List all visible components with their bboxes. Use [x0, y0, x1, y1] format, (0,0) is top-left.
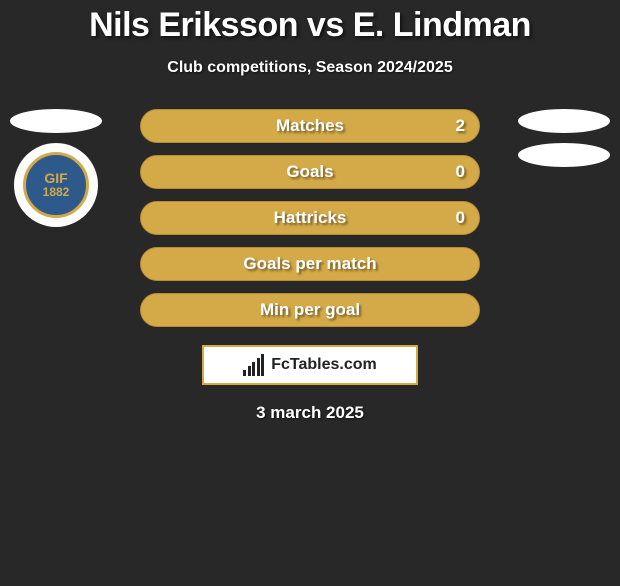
- club-placeholder-ellipse: [518, 143, 610, 167]
- stat-bar-goals-per-match: Goals per match: [140, 247, 480, 281]
- stat-value: 2: [456, 116, 465, 136]
- stat-bar-matches: Matches 2: [140, 109, 480, 143]
- stat-value: 0: [456, 208, 465, 228]
- brand-box[interactable]: FcTables.com: [202, 345, 418, 385]
- date-label: 3 march 2025: [0, 403, 620, 423]
- crest-year: 1882: [43, 186, 70, 199]
- stat-label: Goals: [286, 162, 333, 182]
- comparison-content: GIF 1882 Matches 2 Goals 0 Hattricks 0 G…: [0, 109, 620, 423]
- crest-letters: GIF: [44, 171, 67, 186]
- brand-text: FcTables.com: [271, 356, 377, 374]
- stat-bar-hattricks: Hattricks 0: [140, 201, 480, 235]
- right-player-badges: [514, 109, 614, 167]
- page-title: Nils Eriksson vs E. Lindman: [0, 6, 620, 45]
- stat-label: Min per goal: [260, 300, 360, 320]
- stat-label: Hattricks: [274, 208, 347, 228]
- chart-icon: [243, 354, 265, 376]
- stat-value: 0: [456, 162, 465, 182]
- stat-bars: Matches 2 Goals 0 Hattricks 0 Goals per …: [140, 109, 480, 327]
- left-player-badges: GIF 1882: [6, 109, 106, 227]
- subtitle: Club competitions, Season 2024/2025: [0, 59, 620, 77]
- club-badge-left: GIF 1882: [14, 143, 98, 227]
- stat-bar-goals: Goals 0: [140, 155, 480, 189]
- club-crest-icon: GIF 1882: [23, 152, 89, 218]
- stat-bar-min-per-goal: Min per goal: [140, 293, 480, 327]
- player-placeholder-ellipse: [518, 109, 610, 133]
- stat-label: Matches: [276, 116, 344, 136]
- player-placeholder-ellipse: [10, 109, 102, 133]
- stat-label: Goals per match: [243, 254, 376, 274]
